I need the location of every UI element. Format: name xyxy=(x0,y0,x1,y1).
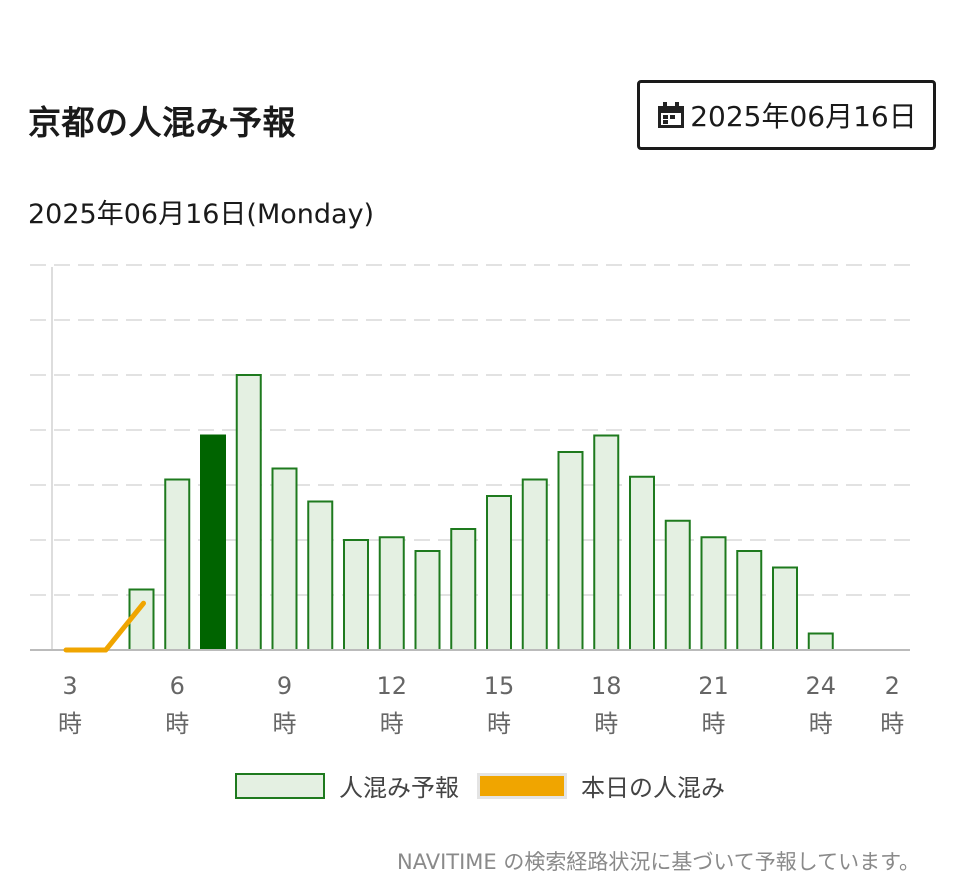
calendar-icon xyxy=(658,102,685,128)
bar-hour-16[interactable] xyxy=(521,478,548,651)
bar-hour-21[interactable] xyxy=(700,536,727,651)
bar-hour-23[interactable] xyxy=(772,566,798,651)
bar-hour-5[interactable] xyxy=(128,588,155,651)
bar-hour-19[interactable] xyxy=(629,475,655,651)
bar-hour-13[interactable] xyxy=(414,550,441,651)
x-tick-label: 12 xyxy=(376,672,407,700)
footnote: NAVITIME の検索経路状況に基づいて予報しています。 xyxy=(396,850,920,874)
x-tick-label: 15 xyxy=(484,672,515,700)
bar-hour-9[interactable] xyxy=(271,467,298,651)
bar-current-hour[interactable] xyxy=(200,434,226,651)
bar-hour-8[interactable] xyxy=(235,374,262,651)
x-tick-unit: 時 xyxy=(809,710,833,738)
legend-swatch-forecast xyxy=(235,772,325,799)
bar-hour-18[interactable] xyxy=(593,434,620,651)
bar-hour-20[interactable] xyxy=(664,519,691,651)
date-picker-button[interactable]: 2025年06月16日 xyxy=(637,80,936,150)
bar-hour-10[interactable] xyxy=(307,500,334,651)
legend-label-today: 本日の人混み xyxy=(581,774,725,802)
chart-legend: 人混み予報 本日の人混み xyxy=(0,768,960,803)
bar-hour-24[interactable] xyxy=(807,632,834,651)
bar-hour-22[interactable] xyxy=(736,550,763,651)
bar-hour-14[interactable] xyxy=(450,528,477,651)
x-tick-unit: 時 xyxy=(702,710,726,738)
legend-item-forecast[interactable]: 人混み予報 xyxy=(235,768,459,803)
date-picker-label: 2025年06月16日 xyxy=(690,100,917,133)
x-tick-label: 21 xyxy=(698,672,729,700)
x-tick-label: 9 xyxy=(277,672,292,700)
x-tick-label: 3 xyxy=(62,672,77,700)
legend-item-today[interactable]: 本日の人混み xyxy=(477,768,725,803)
selected-date-heading: 2025年06月16日(Monday) xyxy=(28,199,375,230)
crowd-forecast-chart: 3 時 6 時 9 時 12 時 15 時 18 時 21 時 24 時 2 時 xyxy=(30,264,910,738)
x-tick-unit: 時 xyxy=(380,710,404,738)
x-tick-label: 24 xyxy=(805,672,836,700)
x-tick-unit: 時 xyxy=(273,710,297,738)
x-tick-label: 6 xyxy=(170,672,185,700)
bar-hour-17[interactable] xyxy=(557,451,584,651)
page-title: 京都の人混み予報 xyxy=(28,103,296,142)
bar-hour-15[interactable] xyxy=(486,495,512,651)
legend-label-forecast: 人混み予報 xyxy=(339,774,459,802)
x-tick-unit: 時 xyxy=(487,710,511,738)
x-tick-label: 18 xyxy=(591,672,622,700)
x-tick-unit: 時 xyxy=(165,710,189,738)
x-tick-unit: 時 xyxy=(880,710,904,738)
x-tick-unit: 時 xyxy=(58,710,82,738)
legend-swatch-today xyxy=(477,772,567,799)
x-tick-label: 2 xyxy=(885,672,900,700)
bar-hour-6[interactable] xyxy=(164,478,191,651)
x-tick-unit: 時 xyxy=(594,710,618,738)
bar-hour-12[interactable] xyxy=(378,536,405,651)
bar-hour-11[interactable] xyxy=(343,539,369,651)
today-crowd-line xyxy=(63,600,146,653)
